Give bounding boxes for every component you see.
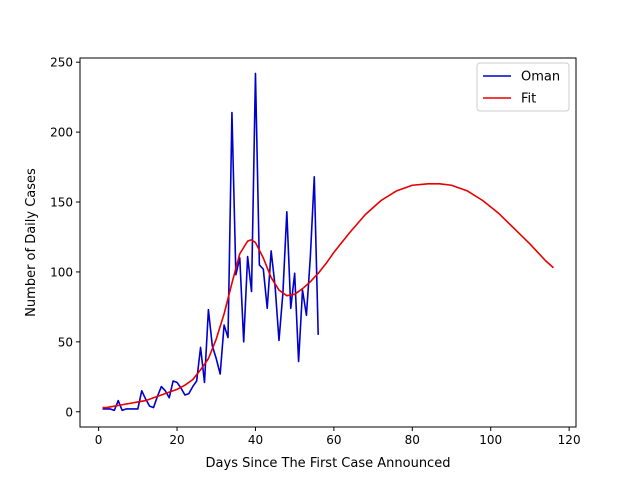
x-tick-label: 40 xyxy=(248,433,263,447)
y-tick-label: 50 xyxy=(58,335,73,349)
legend-label-oman: Oman xyxy=(521,70,560,85)
y-tick-label: 200 xyxy=(50,126,73,140)
series-line-fit xyxy=(102,183,554,409)
x-tick-label: 120 xyxy=(558,433,581,447)
x-tick-label: 60 xyxy=(326,433,341,447)
x-tick-label: 80 xyxy=(405,433,420,447)
x-axis-label: Days Since The First Case Announced xyxy=(206,456,451,471)
plot-area xyxy=(80,58,576,427)
y-axis: 0 50 100 150 200 250 xyxy=(50,56,80,419)
legend-label-fit: Fit xyxy=(521,92,536,107)
series-line-oman xyxy=(102,72,319,412)
y-tick-label: 100 xyxy=(50,265,73,279)
x-tick-label: 20 xyxy=(169,433,184,447)
y-tick-label: 0 xyxy=(65,405,73,419)
y-tick-label: 150 xyxy=(50,196,73,210)
y-axis-label: Number of Daily Cases xyxy=(24,168,39,317)
x-axis: 0 20 40 60 80 100 120 xyxy=(95,427,581,447)
series-layer xyxy=(102,72,554,412)
x-tick-label: 0 xyxy=(95,433,103,447)
x-tick-label: 100 xyxy=(479,433,502,447)
plot-frame xyxy=(79,57,577,428)
legend: Oman Fit xyxy=(476,62,570,112)
y-tick-label: 250 xyxy=(50,56,73,70)
legend-box xyxy=(476,62,570,112)
